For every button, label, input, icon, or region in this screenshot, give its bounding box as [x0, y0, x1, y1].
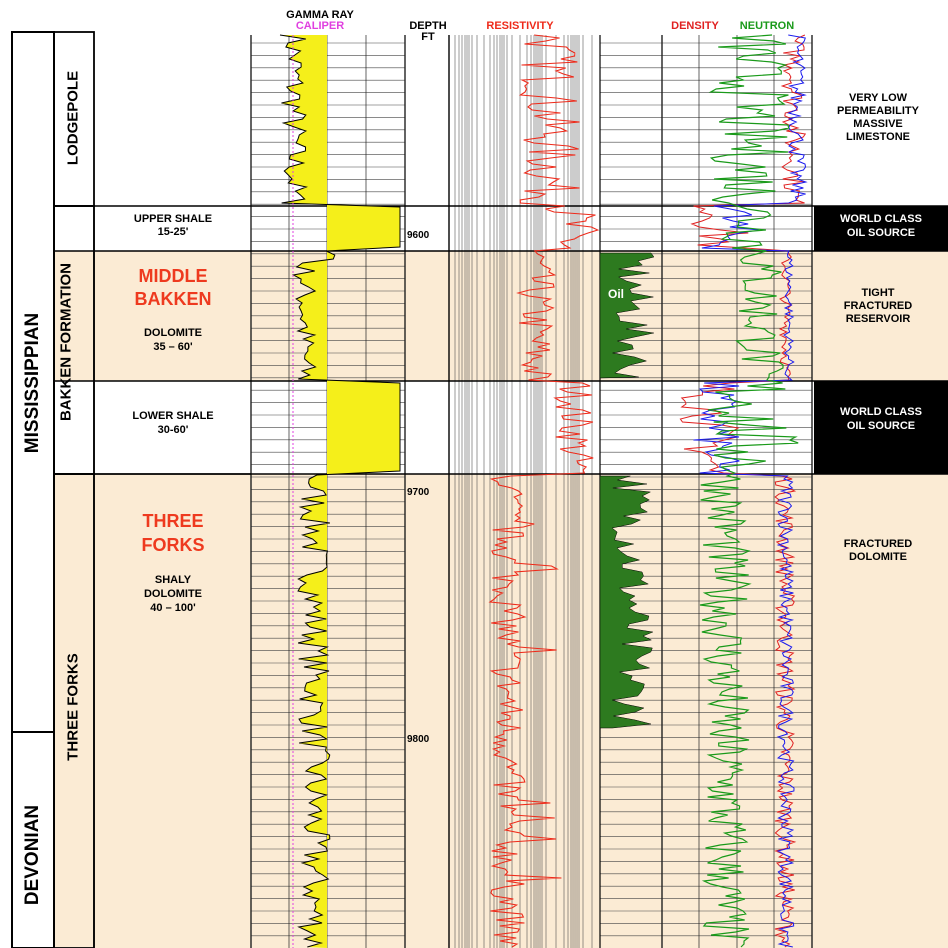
depth-unit-header: FT	[421, 31, 435, 43]
lower-shale-desc-line-2: OIL SOURCE	[846, 420, 916, 432]
middle-bakken-lithology: DOLOMITE	[143, 327, 203, 339]
three-forks-description: FRACTURED DOLOMITE	[812, 538, 944, 564]
lower-shale-description: WORLD CLASS OIL SOURCE	[814, 381, 948, 474]
bakken-formation-label: BAKKEN FORMATION	[57, 262, 75, 422]
upper-shale-name: UPPER SHALE	[133, 213, 213, 225]
density-curve	[679, 34, 807, 948]
resistivity-curve	[488, 34, 600, 948]
gamma-ray-header: GAMMA RAY	[286, 9, 354, 21]
depth-9700: 9700	[407, 487, 430, 498]
caliper-header: CALIPER	[295, 20, 345, 32]
middle-bakken-desc-line-1: TIGHT	[861, 287, 895, 299]
three-forks-formation-label: THREE FORKS	[64, 653, 82, 761]
upper-shale-description: WORLD CLASS OIL SOURCE	[814, 206, 948, 251]
upper-shale-desc-line-2: OIL SOURCE	[846, 227, 916, 239]
middle-bakken-desc-line-3: RESERVOIR	[845, 313, 911, 325]
gamma-ray-curve	[279, 34, 401, 948]
three-forks-name-2: FORKS	[141, 535, 205, 555]
three-forks-desc-line-2: DOLOMITE	[848, 551, 908, 563]
middle-bakken-name-1: MIDDLE	[138, 266, 208, 286]
gamma-ray-fill	[280, 35, 400, 948]
three-forks-thickness: 40 – 100'	[150, 602, 196, 614]
middle-bakken-desc-line-2: FRACTURED	[843, 300, 913, 312]
lodgepole-desc-line-4: LIMESTONE	[846, 131, 910, 143]
lodgepole-desc-line-1: VERY LOW	[848, 92, 908, 104]
oil-fill-three-forks	[599, 475, 654, 729]
lodgepole-description: VERY LOW PERMEABILITY MASSIVE LIMESTONE	[812, 92, 944, 144]
lower-shale-thickness: 30-60'	[157, 424, 189, 436]
depth-9600: 9600	[407, 230, 430, 241]
three-forks-name-1: THREE	[142, 511, 204, 531]
depth-header: DEPTH	[409, 20, 447, 32]
three-forks-lithology-2: DOLOMITE	[143, 588, 203, 600]
density-header: DENSITY	[671, 20, 719, 32]
lodgepole-desc-line-3: MASSIVE	[853, 118, 903, 130]
oil-label: Oil	[608, 287, 625, 301]
middle-bakken-name-2: BAKKEN	[134, 289, 212, 309]
lower-shale-desc-line-1: WORLD CLASS	[840, 406, 922, 418]
depth-9800: 9800	[407, 734, 430, 745]
upper-shale-desc-line-1: WORLD CLASS	[840, 213, 922, 225]
lower-shale-name: LOWER SHALE	[132, 410, 214, 422]
upper-shale-thickness: 15-25'	[157, 226, 189, 238]
neutron-curve	[699, 34, 799, 948]
mississippian-label: MISSISSIPPIAN	[22, 312, 43, 454]
devonian-label: DEVONIAN	[22, 804, 43, 906]
oil-fill-middle-bakken	[599, 252, 655, 379]
three-forks-desc-line-1: FRACTURED	[843, 538, 913, 550]
three-forks-lithology-1: SHALY	[154, 574, 192, 586]
middle-bakken-description: TIGHT FRACTURED RESERVOIR	[812, 287, 944, 326]
lodgepole-label: LODGEPOLE	[64, 70, 82, 166]
resistivity-header: RESISTIVITY	[486, 20, 554, 32]
three-forks-zone	[54, 474, 948, 948]
lodgepole-white-zone	[54, 32, 94, 206]
middle-bakken-thickness: 35 – 60'	[153, 341, 193, 353]
lodgepole-desc-line-2: PERMEABILITY	[837, 105, 919, 117]
blue-curve	[693, 34, 808, 948]
neutron-header: NEUTRON	[739, 20, 795, 32]
